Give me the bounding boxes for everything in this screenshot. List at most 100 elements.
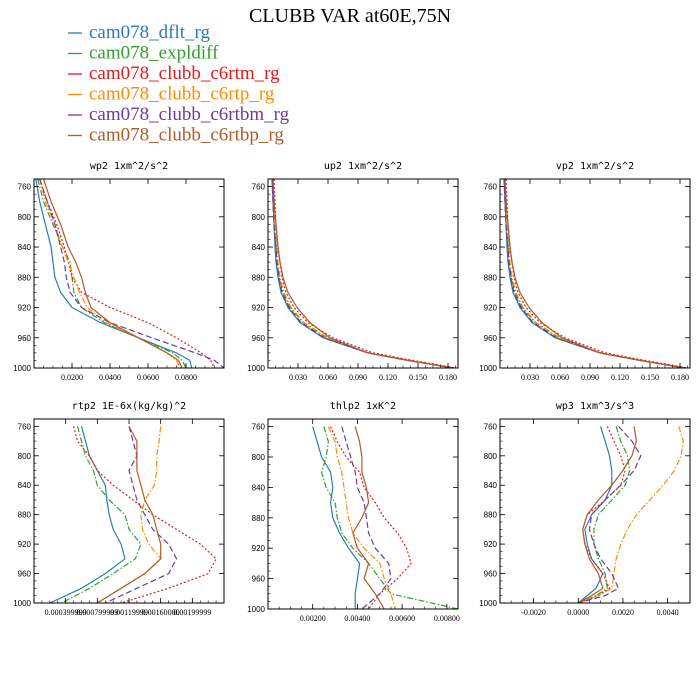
series-group-5 [577,425,684,603]
panel-title-1: up2 1xm^2/s^2 [324,161,402,172]
ytick-label-3-6: 1000 [13,599,31,608]
panel-frame-2 [499,178,691,369]
ytick-label-2-5: 960 [484,334,498,343]
panels: wp2 1xm^2/s^2 760 800 840 880 920 960 1000 0.020… [13,161,691,623]
series-line-4-2 [330,426,412,609]
series-line-4-3 [327,426,396,609]
ytick-label-1-0: 760 [252,183,266,192]
ytick-label-1-6: 1000 [247,364,265,373]
ytick-label-0-3: 880 [18,273,32,282]
ytick-label-5-4: 920 [484,540,498,549]
series-group-2 [503,179,689,368]
ytick-label-1-3: 880 [252,273,266,282]
ytick-label-3-5: 960 [18,570,32,579]
series-line-1-1 [272,179,454,368]
series-group-3 [49,426,217,603]
panel-3: rtp2 1E-6x(kg/kg)^2 760 800 840 880 920 960 100… [13,401,225,617]
series-line-0-2 [39,179,216,368]
xtick-label-0-0: 0.0200 [61,373,83,382]
panel-title-2: vp2 1xm^2/s^2 [556,161,634,172]
panel-4: thlp2 1xK^2 760 800 840 880 920 960 1000 0.00200… [247,401,460,623]
ytick-label-2-1: 800 [484,213,498,222]
ytick-label-1-2: 840 [252,243,266,252]
series-line-0-3 [39,179,181,368]
xtick-label-1-2: 0.090 [349,373,367,382]
xtick-label-2-0: 0.030 [521,373,539,382]
xtick-label-0-1: 0.0400 [99,373,121,382]
series-group-4 [312,426,458,609]
xtick-label-5-0: -0.0020 [521,608,546,617]
ytick-label-3-3: 880 [18,511,32,520]
ytick-label-4-1: 800 [252,453,266,462]
ytick-label-3-2: 840 [18,481,32,490]
xtick-label-4-0: 0.00200 [300,614,326,623]
series-line-2-2 [505,179,689,368]
ytick-label-1-5: 960 [252,334,266,343]
ytick-label-0-0: 760 [18,183,32,192]
xtick-label-2-5: 0.180 [671,373,689,382]
legend: cam078_dflt_rgcam078_expldiffcam078_club… [68,22,290,146]
series-line-0-5 [42,179,183,368]
ytick-label-3-1: 800 [18,452,32,461]
series-line-2-1 [504,179,686,368]
series-line-4-1 [321,426,458,609]
ytick-label-2-3: 880 [484,273,498,282]
series-line-0-4 [39,179,224,368]
ytick-label-5-2: 840 [484,481,498,490]
xtick-label-5-2: 0.0020 [612,608,634,617]
ytick-label-2-6: 1000 [479,364,497,373]
series-line-5-0 [577,426,613,603]
xtick-label-3-0: 0.000399999 [45,608,87,617]
xtick-label-1-3: 0.120 [379,373,397,382]
ytick-label-0-4: 920 [18,304,32,313]
series-line-1-2 [273,179,457,368]
series-line-4-4 [341,426,392,609]
ytick-label-3-4: 920 [18,540,32,549]
xtick-label-5-3: 0.0040 [657,608,679,617]
xtick-label-2-2: 0.090 [581,373,599,382]
ytick-label-5-6: 1000 [479,599,497,608]
xtick-label-1-5: 0.180 [439,373,457,382]
xtick-label-4-3: 0.00800 [434,614,460,623]
series-line-3-3 [96,426,162,603]
panel-frame-3 [33,418,225,604]
ytick-label-0-2: 840 [18,243,32,252]
legend-entry-2: cam078_clubb_c6rtm_rg [89,63,280,84]
series-line-4-0 [312,426,361,609]
series-line-3-5 [96,426,162,603]
xtick-label-1-1: 0.060 [319,373,337,382]
series-line-5-3 [577,426,684,603]
series-line-2-4 [503,179,686,368]
ytick-label-5-0: 760 [484,422,498,431]
xtick-label-0-2: 0.0600 [137,373,159,382]
panel-5: wp3 1xm^3/s^3 760 800 840 880 920 960 1000 -0.00… [479,401,691,617]
legend-entry-3: cam078_clubb_c6rtp_rg [89,84,275,105]
series-line-2-0 [503,179,686,368]
series-line-1-5 [272,179,454,368]
xtick-label-0-3: 0.0800 [175,373,197,382]
series-line-2-3 [504,179,686,368]
ytick-label-1-1: 800 [252,213,266,222]
ytick-label-4-2: 840 [252,483,266,492]
ytick-label-4-4: 920 [252,544,266,553]
ytick-label-2-0: 760 [484,183,498,192]
panel-title-5: wp3 1xm^3/s^3 [556,401,634,412]
ytick-label-4-6: 1000 [247,605,265,614]
panel-1: up2 1xm^2/s^2 760 800 840 880 920 960 1000 0.030… [247,161,459,382]
xtick-label-4-1: 0.00400 [344,614,370,623]
series-group-1 [271,179,457,368]
ytick-label-4-0: 760 [252,423,266,432]
series-line-3-0 [49,426,126,603]
ytick-label-2-2: 840 [484,243,498,252]
legend-entry-4: cam078_clubb_c6rtbm_rg [89,104,290,125]
panel-title-4: thlp2 1xK^2 [330,401,396,412]
series-line-5-4 [578,425,642,603]
xtick-label-3-1: 0.000799999 [76,608,118,617]
ytick-label-0-1: 800 [18,213,32,222]
ytick-label-3-0: 760 [18,422,32,431]
series-line-1-0 [271,179,454,368]
panel-frame-5 [499,418,691,604]
xtick-label-4-2: 0.00600 [389,614,415,623]
legend-entry-1: cam078_expldiff [89,43,219,64]
